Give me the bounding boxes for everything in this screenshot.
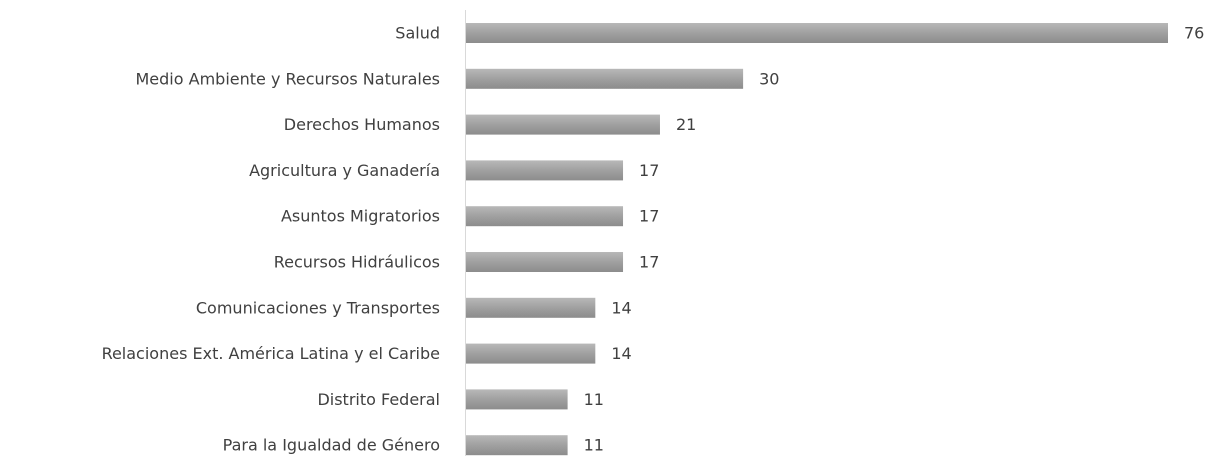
bar [466, 389, 568, 410]
bar [466, 252, 624, 272]
value-label: 11 [584, 436, 604, 455]
value-label: 30 [759, 69, 779, 88]
bar [466, 435, 568, 456]
category-label: Agricultura y Ganadería [249, 161, 440, 180]
bar [466, 297, 596, 318]
value-label: 21 [676, 115, 696, 134]
value-label: 14 [611, 298, 631, 317]
category-label: Recursos Hidráulicos [274, 253, 440, 272]
value-label: 17 [639, 253, 659, 272]
value-label: 76 [1184, 24, 1204, 43]
bar [466, 160, 624, 181]
value-label: 17 [639, 207, 659, 226]
category-label: Para la Igualdad de Género [223, 436, 440, 455]
bar [466, 343, 596, 364]
category-label: Asuntos Migratorios [281, 207, 440, 226]
bar [466, 68, 744, 89]
bar [466, 206, 624, 227]
category-label: Relaciones Ext. América Latina y el Cari… [102, 344, 440, 363]
bar [466, 23, 1168, 43]
value-label: 14 [611, 344, 631, 363]
category-label: Distrito Federal [317, 390, 440, 409]
bar [466, 114, 660, 135]
value-label: 11 [584, 390, 604, 409]
category-label: Derechos Humanos [284, 115, 440, 134]
category-label: Salud [395, 24, 440, 43]
category-label: Medio Ambiente y Recursos Naturales [136, 69, 441, 88]
value-label: 17 [639, 161, 659, 180]
category-label: Comunicaciones y Transportes [196, 298, 440, 317]
